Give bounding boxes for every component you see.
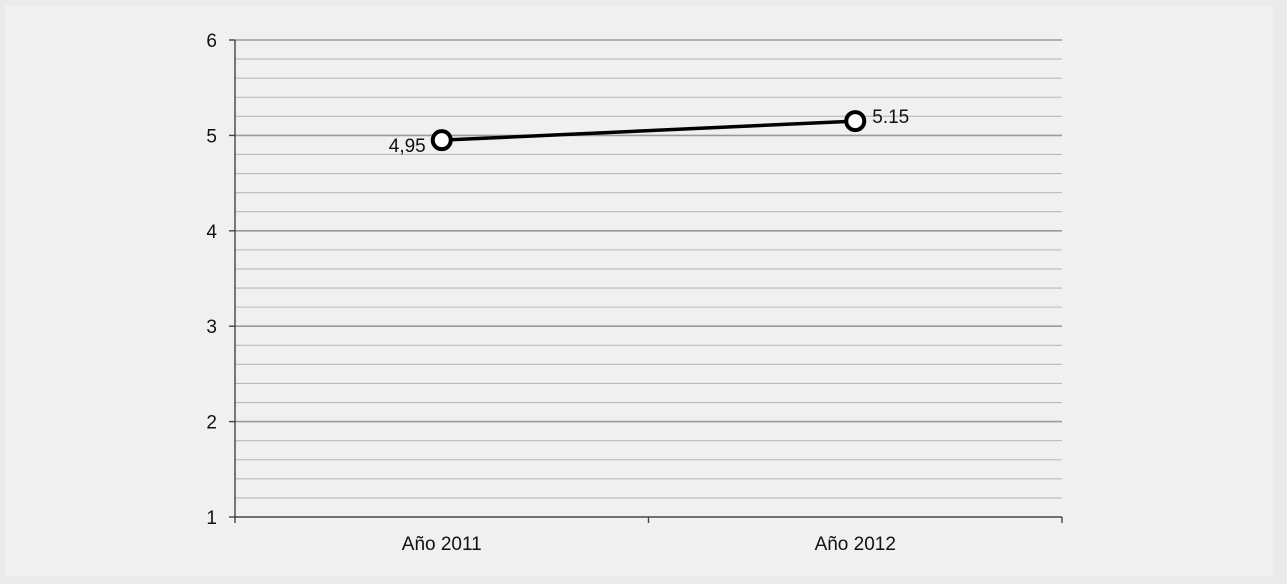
x-axis-ticks: Año 2011 Año 2012: [234, 517, 1063, 555]
series: 4,95 5.15: [389, 107, 909, 157]
axes: [234, 40, 1062, 518]
x-tick-label: Año 2012: [815, 534, 896, 555]
y-tick-label: 5: [206, 126, 217, 147]
data-label: 5.15: [872, 107, 909, 128]
y-axis-ticks: 1 2 3 4 5 6: [206, 31, 235, 529]
data-point: [844, 110, 867, 133]
y-tick-label: 1: [206, 508, 217, 529]
data-label: 4,95: [389, 136, 426, 157]
series-line: [441, 119, 856, 142]
chart-panel: [5, 5, 1273, 576]
y-tick-label: 3: [206, 317, 217, 338]
x-tick-label: Año 2011: [402, 534, 482, 555]
y-tick-label: 4: [206, 222, 217, 243]
gridlines: [235, 39, 1062, 499]
y-tick-label: 6: [206, 31, 217, 52]
data-point: [430, 129, 453, 152]
y-tick-label: 2: [206, 413, 217, 434]
